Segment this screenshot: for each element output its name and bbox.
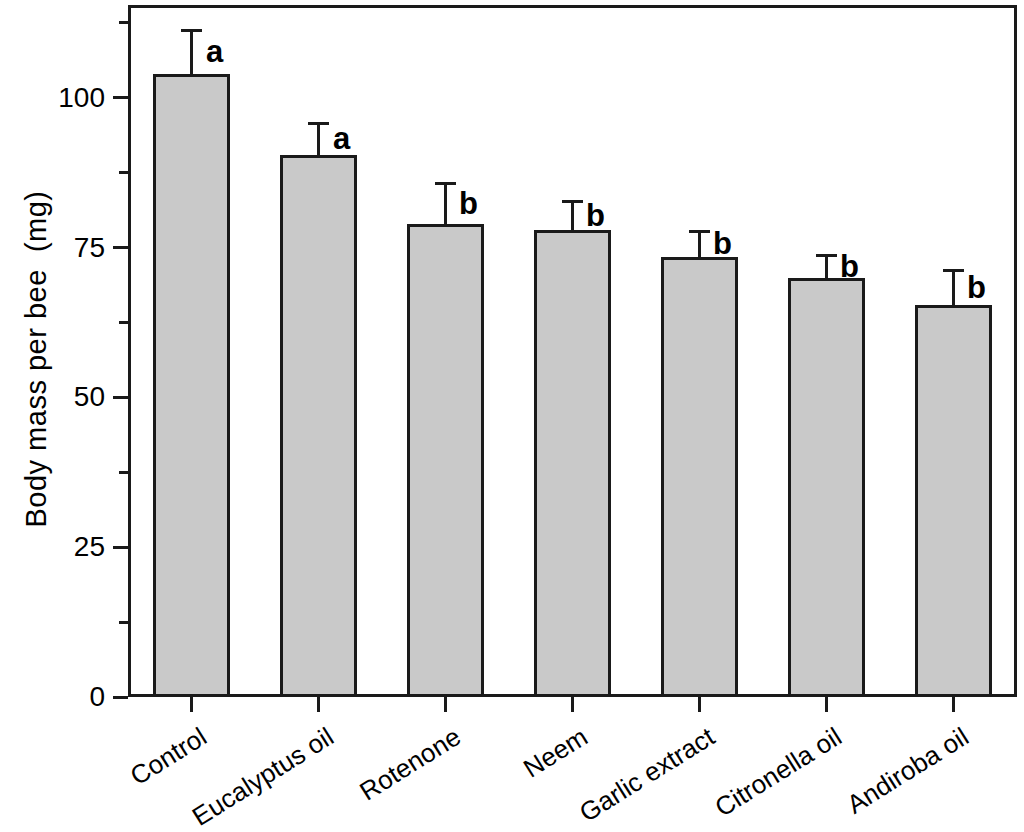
y-minor-tick [119,171,128,174]
y-major-tick [113,546,128,549]
y-tick-label: 25 [35,533,105,561]
bar-chart-figure: Body mass per bee (mg) 0255075100aContro… [0,0,1024,832]
x-tick [698,697,701,712]
x-tick [952,697,955,712]
x-tick [571,697,574,712]
y-minor-tick [119,321,128,324]
x-tick-label: Garlic extract [575,723,719,826]
x-tick-label: Andiroba oil [842,723,972,818]
x-tick-label: Eucalyptus oil [187,723,337,830]
x-tick [444,697,447,712]
x-tick-label: Neem [519,723,592,782]
x-tick [190,697,193,712]
x-tick-label: Control [125,723,210,789]
x-tick [317,697,320,712]
y-tick-label: 0 [35,683,105,711]
y-axis-title: Body mass per bee (mg) [20,190,53,527]
y-major-tick [113,96,128,99]
plot-area [128,5,1017,697]
x-tick [825,697,828,712]
y-major-tick [113,696,128,699]
x-tick-label: Citronella oil [710,723,845,821]
y-major-tick [113,396,128,399]
y-minor-tick [119,621,128,624]
y-minor-tick [119,21,128,24]
y-minor-tick [119,471,128,474]
y-tick-label: 100 [35,84,105,112]
x-tick-label: Rotenone [355,723,464,805]
y-major-tick [113,246,128,249]
